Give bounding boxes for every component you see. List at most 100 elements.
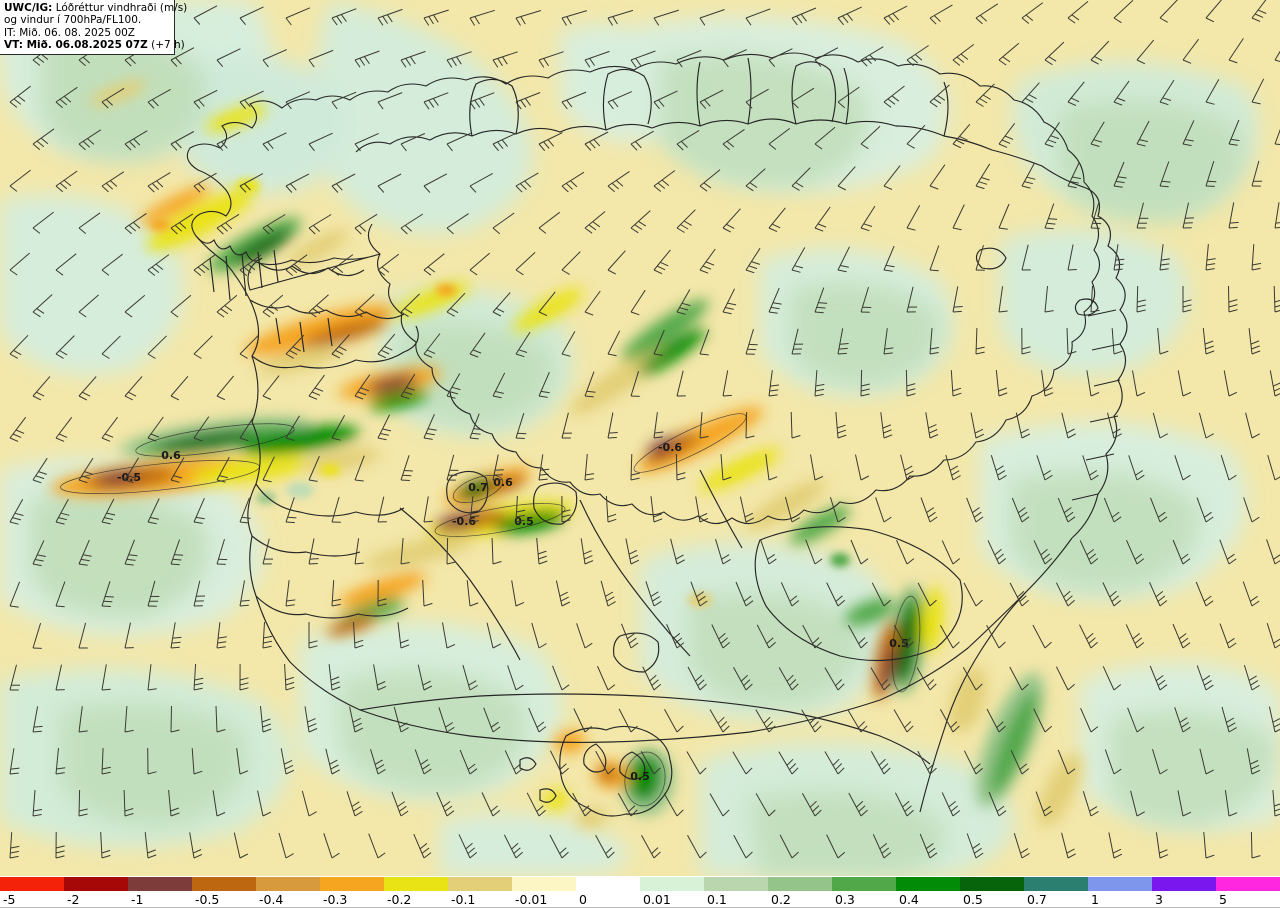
wind-barb <box>1220 455 1237 481</box>
wind-barb <box>528 707 547 733</box>
colorbar-tick-label: -0.4 <box>259 892 284 907</box>
wind-barb <box>1015 412 1031 439</box>
wind-barb <box>328 664 341 691</box>
map-canvas[interactable]: 0.6 -0.5 -0.6 0.7 0.6 -0.6 0.5 0.5 0.5 U… <box>0 0 1280 876</box>
wind-barb <box>1149 581 1168 607</box>
wind-barb <box>1090 202 1103 229</box>
wind-barb <box>515 495 526 523</box>
wind-barb <box>55 170 78 193</box>
wind-barb <box>216 213 240 235</box>
wind-barb <box>1055 666 1075 691</box>
wind-barb <box>423 253 445 276</box>
wind-barb <box>552 665 570 691</box>
wind-barb <box>1011 497 1030 523</box>
wind-barb <box>32 790 43 817</box>
wind-barb <box>101 253 123 276</box>
wind-barb <box>370 748 386 775</box>
wind-barb <box>1157 328 1169 355</box>
wind-barb <box>722 128 745 151</box>
colorbar-segment <box>0 877 64 891</box>
wind-barb <box>515 331 531 358</box>
wind-barb <box>883 245 895 272</box>
wind-barb <box>584 454 595 481</box>
wind-barb <box>872 834 892 859</box>
wind-barb <box>170 375 189 401</box>
colorbar[interactable] <box>0 877 1280 891</box>
wind-barb <box>630 453 640 481</box>
wind-barb <box>906 124 926 149</box>
wind-barb <box>216 375 234 401</box>
wind-barb <box>1203 832 1215 859</box>
wind-barb <box>1067 162 1081 189</box>
wind-barb <box>55 664 65 691</box>
wind-barb <box>1061 412 1076 439</box>
wind-barb <box>699 9 725 26</box>
wind-barb <box>9 85 31 108</box>
colorbar-tick-label: -0.2 <box>387 892 412 907</box>
wind-barb <box>576 623 593 649</box>
wind-barb <box>9 832 20 859</box>
wind-barb <box>515 92 541 110</box>
wind-barb <box>1013 833 1030 859</box>
wind-barb <box>526 792 546 817</box>
wind-barb <box>101 747 111 775</box>
wind-barb <box>1182 202 1194 229</box>
colorbar-tick-label: 0.3 <box>835 892 855 907</box>
wind-barb <box>1177 790 1192 817</box>
colorbar-segment <box>960 877 1024 891</box>
info-line-4: VT: Mið. 06.08.2025 07Z (+7 h) <box>4 39 185 51</box>
wind-barb <box>676 370 686 397</box>
wind-barb <box>377 414 392 441</box>
wind-barb <box>349 706 364 733</box>
wind-barb <box>124 212 147 235</box>
field-wave-stripes-nw <box>89 80 349 272</box>
wind-barb <box>607 250 626 275</box>
wind-barb <box>1149 665 1168 691</box>
wind-barb <box>600 580 616 607</box>
info-param-label: Lóðréttur vindhraði (m/s) <box>52 2 188 14</box>
wind-barb <box>1274 128 1280 146</box>
wind-barb <box>1205 161 1217 187</box>
wind-barb <box>101 664 111 691</box>
wind-barb <box>193 335 213 359</box>
wind-barb <box>414 749 432 775</box>
wind-barb <box>1082 455 1099 481</box>
wind-barb <box>507 665 524 691</box>
wind-barb <box>1021 82 1040 107</box>
wind-barb <box>1172 623 1191 649</box>
wind-barb <box>262 214 286 235</box>
wind-barb <box>239 497 251 524</box>
wind-barb <box>459 749 478 775</box>
wind-barb <box>1090 40 1110 65</box>
wind-barb <box>423 9 449 26</box>
wind-barb <box>1174 455 1191 481</box>
wind-barb <box>1205 0 1223 23</box>
wind-barb <box>755 709 776 733</box>
wind-barb <box>216 131 241 151</box>
colorbar-tick-label: 0.01 <box>643 892 671 907</box>
wind-barb <box>801 709 822 733</box>
wind-barb <box>998 122 1016 148</box>
wind-barb <box>193 416 210 442</box>
wind-barb <box>101 498 116 525</box>
wind-barb <box>285 580 296 607</box>
wind-barb <box>617 793 638 817</box>
wind-barb <box>952 44 975 66</box>
wind-barb <box>1243 664 1260 691</box>
wind-barb <box>676 209 696 233</box>
wind-barb <box>755 793 776 817</box>
wind-barb <box>1055 582 1075 607</box>
wind-barb <box>829 496 846 523</box>
wind-barb <box>400 213 424 235</box>
wind-barb <box>400 373 416 400</box>
wind-barb <box>630 130 654 151</box>
wind-barb <box>900 454 915 481</box>
wind-barb <box>1224 790 1238 817</box>
wind-barb <box>1103 497 1122 523</box>
wind-barb <box>9 169 31 192</box>
wind-barb <box>373 664 387 691</box>
wind-barb <box>791 247 806 273</box>
wind-barb <box>285 7 311 26</box>
wind-barb <box>1111 328 1123 355</box>
wind-barb <box>860 125 881 150</box>
